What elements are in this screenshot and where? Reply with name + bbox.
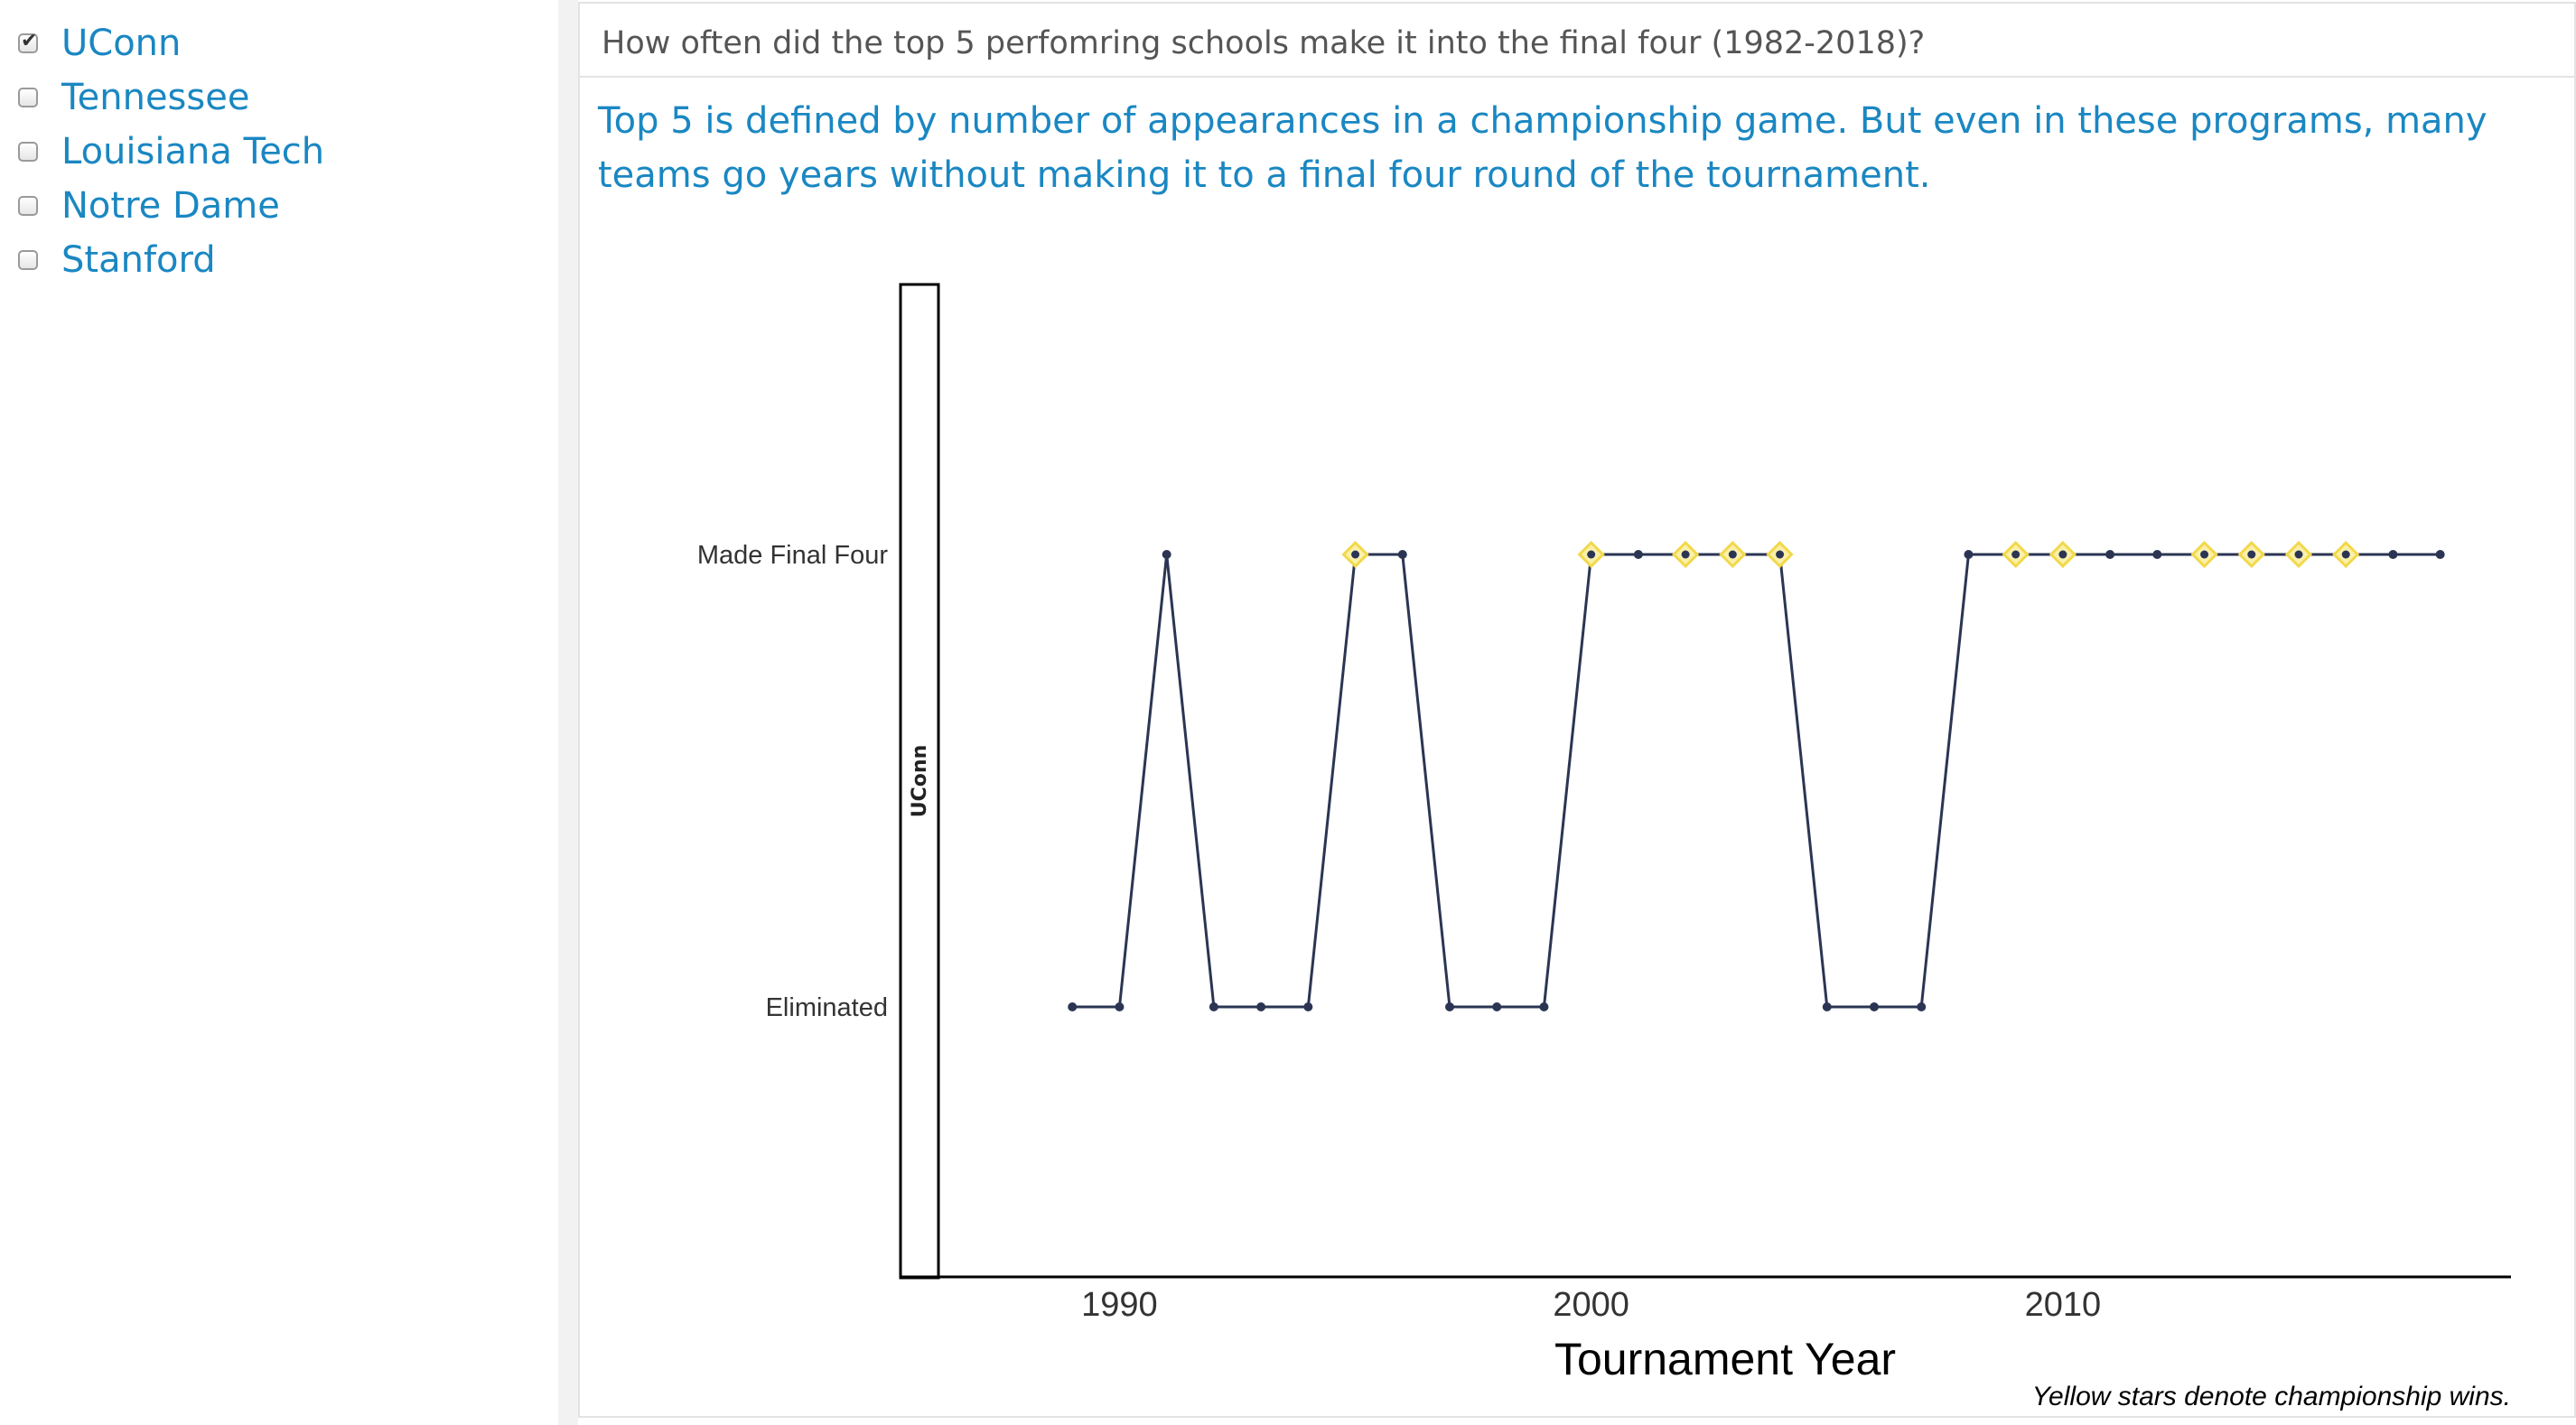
series-segment [1117, 554, 1169, 1008]
data-point [2200, 550, 2209, 559]
data-point [1633, 550, 1643, 559]
school-label[interactable]: Notre Dame [61, 185, 280, 227]
data-point [1445, 1002, 1454, 1011]
y-tick-label: Eliminated [766, 993, 888, 1022]
data-point [1822, 1002, 1832, 1011]
data-point [2105, 550, 2115, 559]
data-point [1870, 1002, 1879, 1011]
series-points [1068, 540, 2445, 1011]
school-option[interactable]: Tennessee [18, 70, 324, 125]
school-label[interactable]: Stanford [61, 239, 216, 281]
data-point [2294, 550, 2303, 559]
school-option[interactable]: Notre Dame [18, 179, 324, 233]
data-point [2388, 550, 2398, 559]
data-point [2341, 550, 2350, 559]
school-checkbox[interactable] [18, 142, 38, 162]
data-point [1351, 550, 1360, 559]
chart-caption: Yellow stars denote championship wins. [2032, 1382, 2511, 1411]
data-point [2435, 550, 2445, 559]
x-tick-label: 2010 [2025, 1286, 2102, 1324]
series-segment [1401, 554, 1451, 1008]
sidebar: UConn Tennessee Louisiana Tech Notre Dame St… [0, 0, 558, 1425]
data-point [1115, 1002, 1125, 1011]
school-checkbox[interactable] [18, 30, 38, 53]
data-point [1681, 550, 1690, 559]
school-option[interactable]: UConn [18, 16, 324, 70]
series-segment [1778, 554, 1829, 1008]
facet-strip [899, 283, 940, 1280]
x-tick-label: 2000 [1553, 1286, 1629, 1324]
y-tick-label: Made Final Four [697, 541, 888, 570]
data-point [1209, 1002, 1218, 1011]
school-checkbox[interactable] [18, 196, 38, 216]
series-segment [1165, 554, 1216, 1008]
school-checkbox-list: UConn Tennessee Louisiana Tech Notre Dame St… [18, 16, 324, 287]
data-point [2152, 550, 2162, 559]
x-axis-title: Tournament Year [1554, 1334, 1896, 1384]
data-point [1492, 1002, 1502, 1011]
school-label[interactable]: Louisiana Tech [61, 131, 325, 172]
panel-description: Top 5 is defined by number of appearance… [598, 100, 2487, 196]
facet-label: UConn [909, 745, 931, 817]
data-point [1068, 1002, 1078, 1011]
data-point [1917, 1002, 1927, 1011]
x-tick-labels: 1990 2000 2010 [1081, 1286, 2101, 1324]
data-point [1397, 550, 1407, 559]
series-lines [1072, 553, 2441, 1009]
school-option[interactable]: Louisiana Tech [18, 125, 324, 179]
panel-header: How often did the top 5 perfomring schoo… [580, 4, 2574, 78]
sidebar-divider [558, 0, 578, 1425]
final-four-chart: UConn Eliminated Made Final Four 1990 2000… [697, 283, 2511, 1411]
data-point [1539, 1002, 1549, 1011]
data-point [1728, 550, 1737, 559]
school-label[interactable]: Tennessee [61, 77, 250, 118]
data-point [1587, 550, 1596, 559]
series-segment [1542, 554, 1593, 1008]
data-point [1162, 550, 1171, 559]
data-point [2058, 550, 2067, 559]
school-option[interactable]: Stanford [18, 233, 324, 287]
x-tick-label: 1990 [1081, 1286, 1158, 1324]
school-label[interactable]: UConn [61, 23, 182, 64]
series-segment [1919, 554, 1970, 1008]
data-point [2247, 550, 2256, 559]
data-point [1303, 1002, 1313, 1011]
series-segment [1306, 554, 1358, 1008]
y-tick-labels: Eliminated Made Final Four [697, 541, 888, 1022]
school-checkbox[interactable] [18, 88, 38, 107]
data-point [1256, 1002, 1266, 1011]
data-point [1964, 550, 1974, 559]
school-checkbox[interactable] [18, 250, 38, 270]
data-point [1776, 550, 1785, 559]
data-point [2011, 550, 2021, 559]
